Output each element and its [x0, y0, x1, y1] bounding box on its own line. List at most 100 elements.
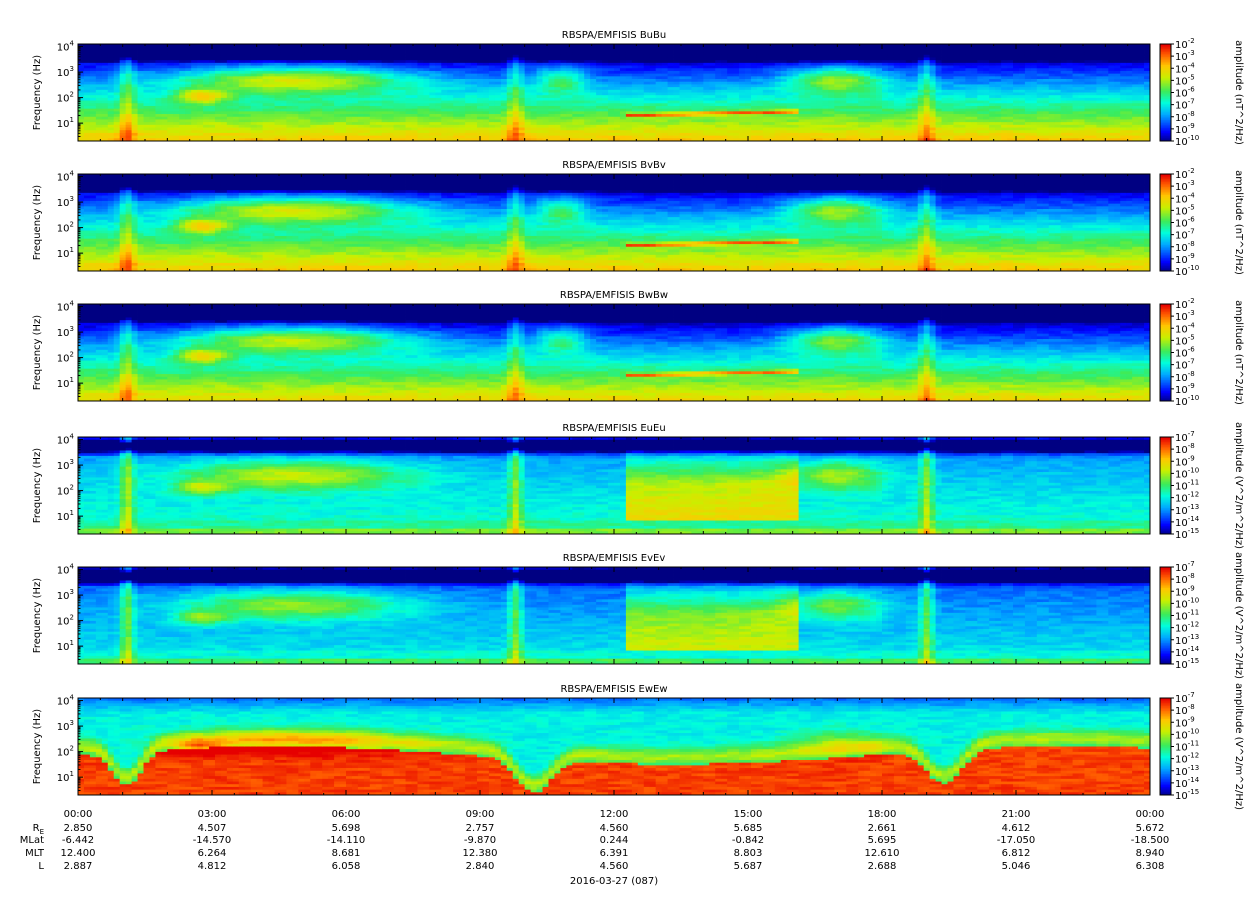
spectrogram-cell	[346, 63, 352, 66]
spectrogram-cell	[406, 133, 412, 136]
spectrogram-cell	[447, 114, 453, 117]
spectrogram-cell	[340, 98, 346, 101]
spectrogram-cell	[429, 111, 435, 114]
spectrogram-cell	[471, 68, 477, 71]
spectrogram-cell	[388, 106, 394, 109]
spectrogram-cell	[263, 60, 269, 63]
spectrogram-cell	[483, 52, 489, 55]
spectrogram-cell	[364, 125, 370, 128]
spectrogram-cell	[507, 47, 513, 50]
spectrogram-cell	[167, 71, 173, 74]
spectrogram-cell	[286, 68, 292, 71]
spectrogram-cell	[406, 111, 412, 114]
spectrogram-cell	[275, 76, 281, 79]
spectrogram-cell	[257, 63, 263, 66]
spectrogram-cell	[507, 103, 513, 106]
spectrogram-cell	[292, 114, 298, 117]
spectrogram-cell	[441, 133, 447, 136]
spectrogram-cell	[275, 119, 281, 122]
spectrogram-cell	[459, 130, 465, 133]
spectrogram-cell	[328, 55, 334, 58]
spectrogram-cell	[304, 128, 310, 131]
spectrogram-cell	[376, 71, 382, 74]
spectrogram-cell	[149, 114, 155, 117]
spectrogram-cell	[167, 136, 173, 139]
spectrogram-cell	[334, 76, 340, 79]
spectrogram-cell	[179, 117, 185, 120]
spectrogram-cell	[155, 55, 161, 58]
spectrogram-cell	[388, 114, 394, 117]
spectrogram-cell	[84, 49, 90, 52]
spectrogram-cell	[161, 47, 167, 50]
spectrogram-cell	[501, 66, 507, 69]
spectrogram-cell	[459, 68, 465, 71]
spectrogram-cell	[394, 52, 400, 55]
spectrogram-cell	[155, 117, 161, 120]
spectrogram-cell	[352, 133, 358, 136]
spectrogram-cell	[245, 90, 251, 93]
spectrogram-cell	[239, 98, 245, 101]
spectrogram-cell	[388, 119, 394, 122]
spectrogram-cell	[245, 117, 251, 120]
spectrogram-cell	[507, 79, 513, 82]
spectrogram-cell	[304, 55, 310, 58]
spectrogram-cell	[185, 128, 191, 131]
spectrogram-cell	[286, 117, 292, 120]
spectrogram-cell	[483, 98, 489, 101]
spectrogram-cell	[263, 114, 269, 117]
spectrogram-cell	[483, 87, 489, 90]
spectrogram-cell	[120, 60, 126, 63]
spectrogram-cell	[167, 63, 173, 66]
spectrogram-cell	[310, 49, 316, 52]
spectrogram-cell	[203, 87, 209, 90]
spectrogram-cell	[400, 133, 406, 136]
spectrogram-cell	[149, 130, 155, 133]
spectrogram-cell	[417, 55, 423, 58]
spectrogram-cell	[412, 130, 418, 133]
spectrogram-cell	[310, 136, 316, 139]
spectrogram-cell	[441, 47, 447, 50]
spectrogram-cell	[477, 101, 483, 104]
spectrogram-cell	[489, 74, 495, 77]
spectrogram-cell	[203, 66, 209, 69]
spectrogram-cell	[453, 128, 459, 131]
spectrogram-cell	[304, 117, 310, 120]
spectrogram-cell	[406, 55, 412, 58]
spectrogram-cell	[507, 130, 513, 133]
spectrogram-cell	[298, 52, 304, 55]
spectrogram-cell	[149, 47, 155, 50]
spectrogram-cell	[370, 84, 376, 87]
spectrogram-cell	[233, 122, 239, 125]
spectrogram-cell	[340, 60, 346, 63]
spectrogram-cell	[257, 68, 263, 71]
spectrogram-cell	[376, 103, 382, 106]
spectrogram-cell	[423, 117, 429, 120]
spectrogram-cell	[257, 74, 263, 77]
spectrogram-cell	[435, 90, 441, 93]
spectrogram-cell	[215, 119, 221, 122]
spectrogram-cell	[412, 114, 418, 117]
spectrogram-cell	[352, 117, 358, 120]
spectrogram-cell	[364, 60, 370, 63]
spectrogram-cell	[173, 114, 179, 117]
spectrogram-cell	[257, 130, 263, 133]
spectrogram-cell	[310, 84, 316, 87]
spectrogram-cell	[304, 74, 310, 77]
spectrogram-cell	[489, 66, 495, 69]
spectrogram-cell	[429, 117, 435, 120]
spectrogram-cell	[132, 98, 138, 101]
spectrogram-cell	[209, 87, 215, 90]
spectrogram-cell	[286, 133, 292, 136]
spectrogram-cell	[322, 84, 328, 87]
spectrogram-cell	[441, 136, 447, 139]
spectrogram-cell	[173, 71, 179, 74]
spectrogram-cell	[233, 76, 239, 79]
spectrogram-cell	[251, 57, 257, 60]
spectrogram-cell	[233, 103, 239, 106]
spectrogram-cell	[126, 79, 132, 82]
spectrogram-cell	[173, 125, 179, 128]
spectrogram-cell	[417, 103, 423, 106]
spectrogram-cell	[483, 71, 489, 74]
spectrogram-cell	[138, 133, 144, 136]
spectrogram-cell	[406, 49, 412, 52]
